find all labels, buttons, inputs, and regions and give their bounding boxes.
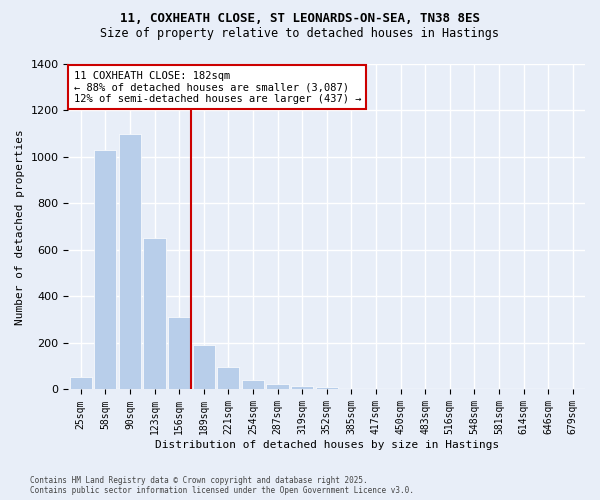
Text: Size of property relative to detached houses in Hastings: Size of property relative to detached ho…: [101, 28, 499, 40]
Bar: [316, 387, 338, 390]
Bar: [94, 150, 116, 390]
Bar: [217, 368, 239, 390]
Text: 11 COXHEATH CLOSE: 182sqm
← 88% of detached houses are smaller (3,087)
12% of se: 11 COXHEATH CLOSE: 182sqm ← 88% of detac…: [74, 70, 361, 104]
Bar: [119, 134, 141, 390]
Bar: [143, 238, 166, 390]
Bar: [266, 384, 289, 390]
Bar: [193, 346, 215, 390]
Text: Contains HM Land Registry data © Crown copyright and database right 2025.
Contai: Contains HM Land Registry data © Crown c…: [30, 476, 414, 495]
Y-axis label: Number of detached properties: Number of detached properties: [15, 129, 25, 324]
X-axis label: Distribution of detached houses by size in Hastings: Distribution of detached houses by size …: [155, 440, 499, 450]
Text: 11, COXHEATH CLOSE, ST LEONARDS-ON-SEA, TN38 8ES: 11, COXHEATH CLOSE, ST LEONARDS-ON-SEA, …: [120, 12, 480, 26]
Bar: [70, 376, 92, 390]
Bar: [168, 318, 190, 390]
Bar: [242, 380, 264, 390]
Bar: [291, 386, 313, 390]
